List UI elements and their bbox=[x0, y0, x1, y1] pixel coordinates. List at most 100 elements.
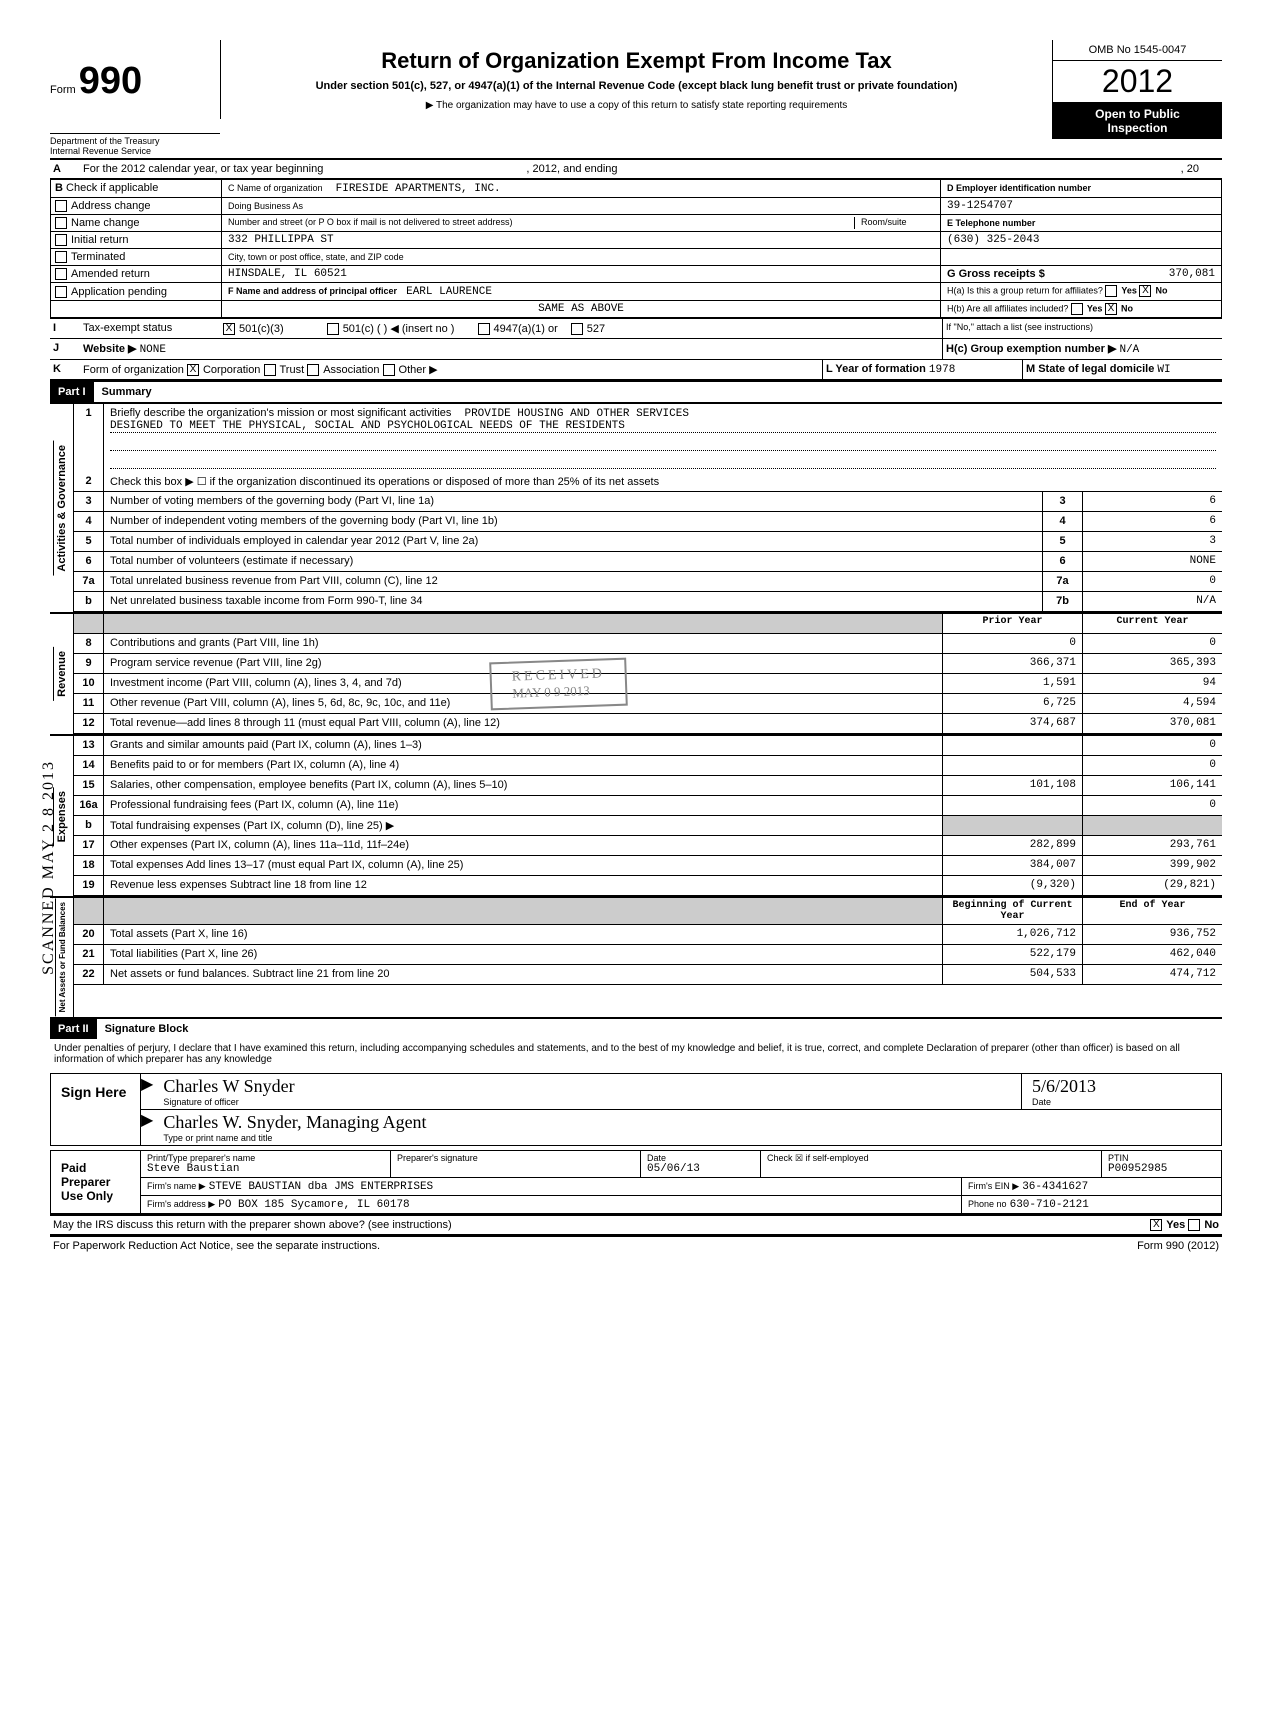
g-label: G Gross receipts $ bbox=[947, 268, 1045, 280]
line17-py: 282,899 bbox=[942, 836, 1082, 855]
line8-desc: Contributions and grants (Part VIII, lin… bbox=[104, 634, 942, 653]
line6-num: 6 bbox=[74, 552, 104, 571]
line11-cy: 4,594 bbox=[1082, 694, 1222, 713]
hb-yes: Yes bbox=[1087, 303, 1103, 313]
ein-value: 39-1254707 bbox=[941, 198, 1221, 214]
hb-yes-checkbox[interactable] bbox=[1071, 303, 1083, 315]
line7a-box: 7a bbox=[1042, 572, 1082, 591]
street-value: 332 PHILLIPPA ST bbox=[221, 232, 941, 248]
other-checkbox[interactable] bbox=[383, 364, 395, 376]
line5-desc: Total number of individuals employed in … bbox=[104, 532, 1042, 551]
m-label: M State of legal domicile bbox=[1026, 363, 1154, 375]
discuss-no-checkbox[interactable] bbox=[1188, 1219, 1200, 1231]
line9-py: 366,371 bbox=[942, 654, 1082, 673]
line21-num: 21 bbox=[74, 945, 104, 964]
ha-no: No bbox=[1155, 285, 1167, 295]
line21-desc: Total liabilities (Part X, line 26) bbox=[104, 945, 942, 964]
website-value: NONE bbox=[140, 344, 166, 356]
prep-sig-label: Preparer's signature bbox=[397, 1153, 634, 1163]
check-if-label: Check ☒ if self-employed bbox=[767, 1153, 1095, 1164]
label-j: J bbox=[50, 339, 80, 359]
trust-checkbox[interactable] bbox=[264, 364, 276, 376]
line3-desc: Number of voting members of the governin… bbox=[104, 492, 1042, 511]
line22-cy: 474,712 bbox=[1082, 965, 1222, 984]
line20-num: 20 bbox=[74, 925, 104, 944]
street-label: Number and street (or P O box if mail is… bbox=[228, 217, 854, 229]
line15-num: 15 bbox=[74, 776, 104, 795]
name-change-checkbox[interactable] bbox=[55, 217, 67, 229]
4947-label: 4947(a)(1) or bbox=[494, 323, 558, 335]
line19-desc: Revenue less expenses Subtract line 18 f… bbox=[104, 876, 942, 895]
firm-ein: 36-4341627 bbox=[1022, 1181, 1088, 1193]
firm-addr: PO BOX 185 Sycamore, IL 60178 bbox=[218, 1199, 409, 1211]
officer-signature: Charles W Snyder bbox=[163, 1076, 1011, 1097]
org-name: FIRESIDE APARTMENTS, INC. bbox=[336, 183, 501, 195]
line8-num: 8 bbox=[74, 634, 104, 653]
received-stamp: RECEIVED bbox=[511, 666, 605, 685]
corp-checkbox[interactable] bbox=[187, 364, 199, 376]
line20-cy: 936,752 bbox=[1082, 925, 1222, 944]
discuss-no: No bbox=[1204, 1219, 1219, 1231]
inspection-2: Inspection bbox=[1057, 121, 1218, 135]
line5-val: 3 bbox=[1082, 532, 1222, 551]
4947-checkbox[interactable] bbox=[478, 323, 490, 335]
hb-no-checkbox[interactable] bbox=[1105, 303, 1117, 315]
line6-box: 6 bbox=[1042, 552, 1082, 571]
address-change-checkbox[interactable] bbox=[55, 200, 67, 212]
inspection-1: Open to Public bbox=[1057, 107, 1218, 121]
line21-py: 522,179 bbox=[942, 945, 1082, 964]
l-value: 1978 bbox=[929, 364, 955, 376]
assoc-label: Association bbox=[323, 364, 379, 376]
app-pending-checkbox[interactable] bbox=[55, 286, 67, 298]
line5-num: 5 bbox=[74, 532, 104, 551]
line22-num: 22 bbox=[74, 965, 104, 984]
initial-return-checkbox[interactable] bbox=[55, 234, 67, 246]
line20-desc: Total assets (Part X, line 16) bbox=[104, 925, 942, 944]
line9-cy: 365,393 bbox=[1082, 654, 1222, 673]
line13-desc: Grants and similar amounts paid (Part IX… bbox=[104, 736, 942, 755]
received-date: MAY 0 9 2013 bbox=[512, 682, 606, 701]
part1-header: Part I bbox=[50, 382, 94, 402]
line17-num: 17 bbox=[74, 836, 104, 855]
discuss-text: May the IRS discuss this return with the… bbox=[50, 1216, 1147, 1234]
trust-label: Trust bbox=[280, 364, 305, 376]
form-label: Form bbox=[50, 84, 76, 96]
ha-yes-checkbox[interactable] bbox=[1105, 285, 1117, 297]
end-year-header: End of Year bbox=[1082, 898, 1222, 924]
amended-checkbox[interactable] bbox=[55, 268, 67, 280]
main-title: Return of Organization Exempt From Incom… bbox=[231, 48, 1042, 74]
527-checkbox[interactable] bbox=[571, 323, 583, 335]
website-label: Website ▶ bbox=[83, 343, 137, 355]
ptin-value: P00952985 bbox=[1108, 1163, 1215, 1175]
line10-num: 10 bbox=[74, 674, 104, 693]
line12-desc: Total revenue—add lines 8 through 11 (mu… bbox=[104, 714, 942, 733]
corp-label: Corporation bbox=[203, 364, 260, 376]
line4-num: 4 bbox=[74, 512, 104, 531]
beg-year-header: Beginning of Current Year bbox=[942, 898, 1082, 924]
e-label: E Telephone number bbox=[947, 218, 1035, 228]
sig-label: Signature of officer bbox=[163, 1097, 1011, 1107]
period-text-3: , 20 bbox=[1181, 163, 1199, 175]
line1-num: 1 bbox=[74, 404, 104, 472]
discuss-yes-checkbox[interactable] bbox=[1150, 1219, 1162, 1231]
terminated-checkbox[interactable] bbox=[55, 251, 67, 263]
label-k: K bbox=[50, 360, 80, 379]
same-as-above: SAME AS ABOVE bbox=[221, 301, 941, 317]
line16b-desc: Total fundraising expenses (Part IX, col… bbox=[104, 816, 942, 835]
l-label: L Year of formation bbox=[826, 363, 926, 375]
prep-phone: 630-710-2121 bbox=[1010, 1199, 1089, 1211]
line18-num: 18 bbox=[74, 856, 104, 875]
ha-no-checkbox[interactable] bbox=[1139, 285, 1151, 297]
date-label: Date bbox=[1032, 1097, 1211, 1107]
perjury-text: Under penalties of perjury, I declare th… bbox=[50, 1039, 1222, 1069]
assoc-checkbox[interactable] bbox=[307, 364, 319, 376]
line20-py: 1,026,712 bbox=[942, 925, 1082, 944]
part2-title: Signature Block bbox=[97, 1019, 197, 1039]
501c-checkbox[interactable] bbox=[327, 323, 339, 335]
dba-label: Doing Business As bbox=[228, 201, 303, 211]
city-label: City, town or post office, state, and ZI… bbox=[228, 252, 404, 262]
omb-number: OMB No 1545-0047 bbox=[1053, 40, 1222, 61]
line14-desc: Benefits paid to or for members (Part IX… bbox=[104, 756, 942, 775]
line7b-desc: Net unrelated business taxable income fr… bbox=[104, 592, 1042, 611]
501c3-checkbox[interactable] bbox=[223, 323, 235, 335]
